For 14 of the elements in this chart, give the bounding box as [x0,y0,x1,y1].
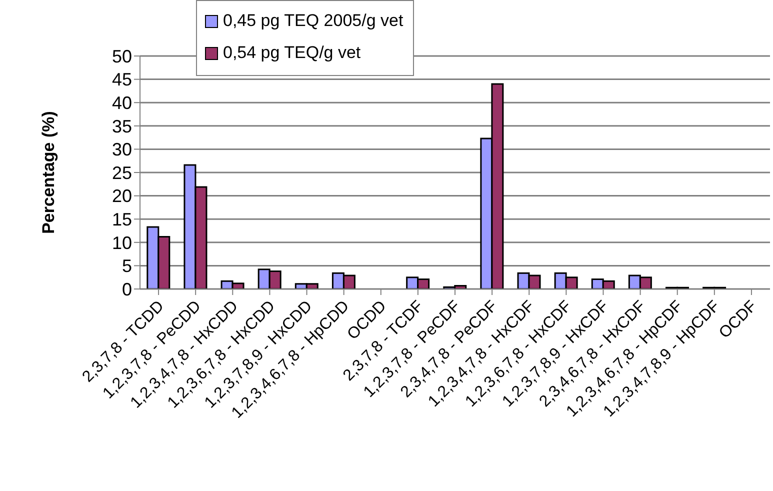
y-tick-label: 45 [112,70,132,90]
legend-label: 0,54 pg TEQ/g vet [223,42,361,64]
y-tick-label: 10 [112,232,132,253]
y-tick-label: 5 [122,256,132,276]
legend-label: 0,45 pg TEQ 2005/g vet [223,10,404,32]
y-axis-title: Percentage (%) [39,111,58,234]
y-tick-label: 0 [122,279,132,300]
y-tick-label: 25 [112,162,132,183]
y-tick-label: 15 [112,209,132,230]
y-tick-label: 30 [112,140,132,160]
y-tick-label: 20 [112,186,132,206]
y-tick-label: 50 [112,46,132,66]
y-tick-label: 35 [112,116,132,136]
y-tick-label: 40 [112,92,132,113]
